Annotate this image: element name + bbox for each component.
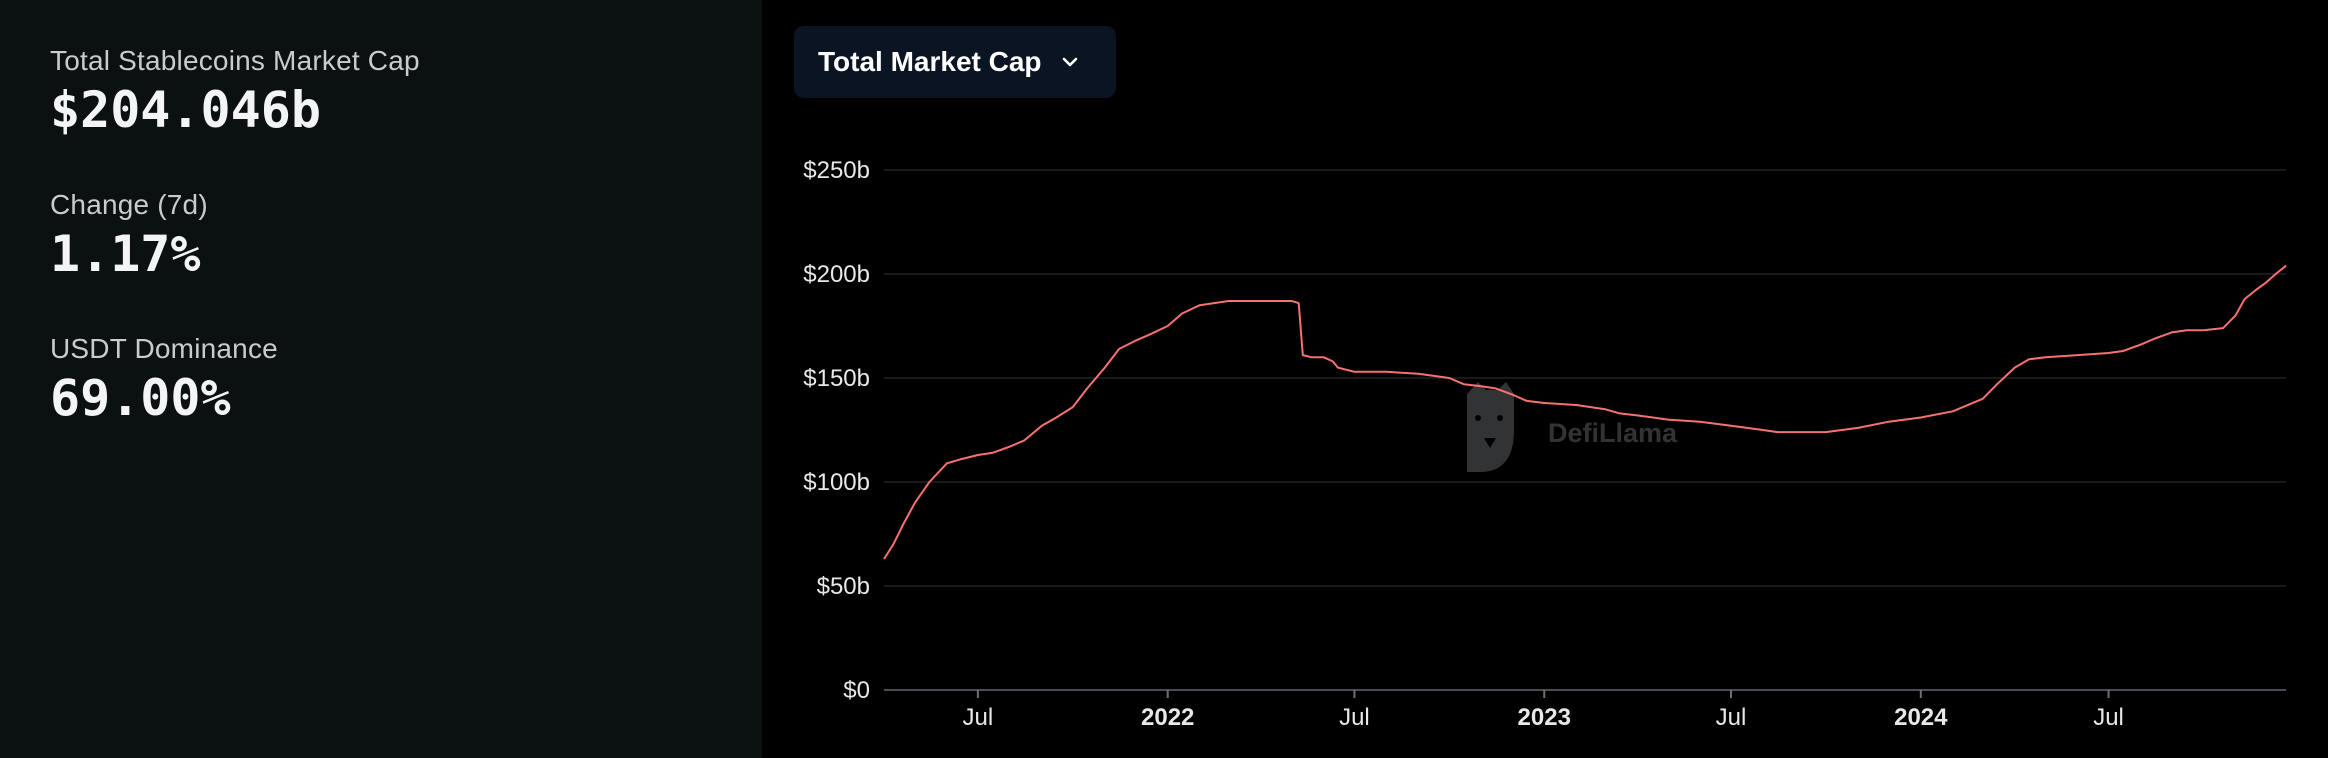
stat-value: 69.00% xyxy=(50,369,231,427)
stat-value: $204.046b xyxy=(50,81,321,139)
y-tick-label: $0 xyxy=(843,677,870,704)
stat-label: USDT Dominance xyxy=(50,333,278,364)
stablecoin-market-cap-chart: DefiLlama $0 $50b $100b $150b $200b $250b Jul 2… xyxy=(803,157,2287,731)
series-line xyxy=(883,264,2287,560)
grid-layer xyxy=(884,169,2286,587)
x-tick-label: Jul xyxy=(1716,704,1747,731)
chevron-down-icon xyxy=(1060,50,1084,74)
watermark: DefiLlama xyxy=(1467,382,1678,472)
stats-panel: Total Stablecoins Market Cap $204.046b C… xyxy=(0,0,762,758)
y-tick-label: $100b xyxy=(803,469,870,496)
x-tick-label: 2023 xyxy=(1518,704,1571,731)
x-tick-label: Jul xyxy=(2093,704,2124,731)
y-tick-label: $50b xyxy=(817,573,870,600)
llama-logo-icon xyxy=(1467,382,1514,472)
watermark-text: DefiLlama xyxy=(1548,418,1678,448)
axis-layer: $0 $50b $100b $150b $200b $250b Jul 2022 Jul 2023… xyxy=(803,157,2286,731)
stat-label: Total Stablecoins Market Cap xyxy=(50,45,420,76)
chart-type-dropdown[interactable]: Total Market Cap xyxy=(794,26,1116,98)
x-tick-label: Jul xyxy=(1339,704,1370,731)
stat-change-7d: Change (7d) 1.17% xyxy=(50,188,208,282)
y-tick-label: $200b xyxy=(803,261,870,288)
dropdown-label: Total Market Cap xyxy=(818,46,1042,77)
y-tick-label: $250b xyxy=(803,157,870,184)
stat-value: 1.17% xyxy=(50,225,201,283)
y-tick-label: $150b xyxy=(803,365,870,392)
stat-usdt-dominance: USDT Dominance 69.00% xyxy=(50,332,278,426)
stat-label: Change (7d) xyxy=(50,189,208,220)
x-tick-label: 2022 xyxy=(1141,704,1194,731)
line-layer xyxy=(883,264,2287,560)
chart-panel xyxy=(762,0,2328,758)
stat-market-cap: Total Stablecoins Market Cap $204.046b xyxy=(50,44,420,138)
x-tick-label: Jul xyxy=(963,704,994,731)
x-tick-label: 2024 xyxy=(1894,704,1948,731)
